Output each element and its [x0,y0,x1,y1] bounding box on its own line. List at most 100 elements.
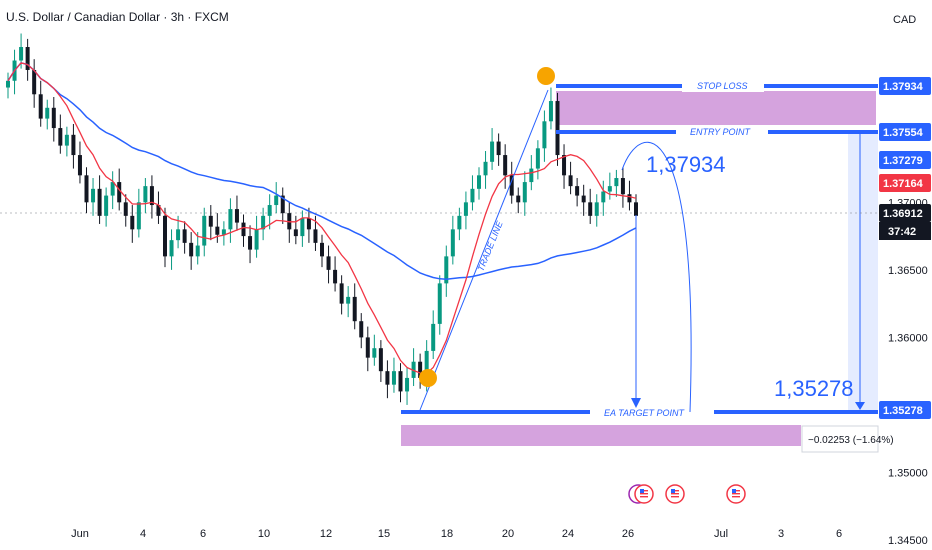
time-tick-label: Jun [71,528,89,540]
price-tag [879,174,931,192]
candle-body [378,348,383,372]
time-tick-label: 10 [258,528,270,540]
candle-body [588,202,593,216]
candle-body [516,195,521,203]
stop-loss-zone [556,91,876,125]
projection-curve [621,141,692,413]
candle-body [261,215,266,230]
candle-body [77,155,82,176]
candle-body [202,215,207,246]
measure-label: −0.02253 (−1.64%) [808,435,894,446]
candle-body [228,209,233,230]
candle-body [490,141,495,162]
price-tag-label: 1.37279 [883,155,923,167]
candle-body [51,107,56,129]
price-tag-label: 1.37164 [883,178,924,190]
candle-body [45,107,50,119]
price-tag-label: 1.36912 [883,208,923,220]
moving-average-fast [7,62,637,375]
candle-body [424,350,429,378]
candle-body [614,178,619,187]
candle-body [104,195,109,216]
candle-body [320,242,324,257]
candle-body [91,188,96,203]
countdown-tag [879,222,931,240]
candle-body [6,80,10,88]
candle-body [542,121,547,149]
price-tag [879,77,931,95]
candle-body [418,361,423,378]
entry-big-label: 1,37934 [646,152,726,177]
candle-body [535,148,540,169]
measure-arrow-head [855,402,865,410]
time-tick-label: 24 [562,528,574,540]
candle-body [64,134,69,146]
candle-body [450,229,455,257]
price-tick-label: 1.36000 [888,332,928,344]
candle-body [293,229,298,237]
candle-body [176,229,181,241]
candle-body [130,215,135,230]
candle-body [97,188,102,216]
candle-body [156,205,161,216]
candle-body [607,186,612,192]
symbol-title[interactable]: U.S. Dollar / Canadian Dollar · 3h · FXC… [6,10,229,24]
candle-body [437,283,442,324]
candle-body [189,242,194,257]
economic-events[interactable] [628,484,746,504]
candle-body [503,155,508,176]
candle-body [274,195,279,206]
candle-body [548,101,553,122]
time-axis[interactable]: Jun 4 6 10 12 15 18 20 24 26 Jul 3 6 [71,528,842,540]
candle-body [136,202,141,230]
candle-body [431,323,436,351]
candle-body [169,240,174,257]
trade-line [419,89,549,411]
candle-body [444,256,449,284]
candle-body [352,296,357,322]
time-tick-label: 6 [836,528,842,540]
measure-box [801,425,879,453]
time-tick-label: 3 [778,528,784,540]
candle-body [477,175,481,189]
candle-body [123,202,128,216]
candle-body [182,229,187,243]
countdown-label: 37:42 [888,226,916,238]
candle-body [359,321,364,338]
target-zone [401,425,801,446]
candle-body [25,47,30,70]
candle-body [581,195,586,203]
candle-body [163,215,167,257]
candle-body [372,348,377,358]
price-tag [879,151,931,169]
candle-body [38,94,43,119]
candle-body [594,202,599,216]
stop-loss-label: STOP LOSS [697,81,748,91]
currency-label[interactable]: CAD [893,14,917,26]
candle-body [117,182,122,203]
price-tick-label: 1.35000 [888,467,928,479]
candle-body [300,218,305,237]
target-big-label: 1,35278 [774,376,854,401]
candle-body [195,245,200,257]
candle-body [110,182,115,196]
candle-body [84,175,89,203]
candle-body [58,128,63,146]
candle-body [143,186,148,203]
price-tag-label: 1.35278 [883,405,923,417]
price-tag-label: 1.37554 [883,127,924,139]
candle-body [529,168,534,183]
candle-body [463,202,468,216]
candle-body [398,371,403,392]
candle-body [19,47,24,61]
candle-body [509,175,514,196]
time-tick-label: 4 [140,528,146,540]
price-tag [879,123,931,141]
candle-body [280,195,285,214]
candle-body [470,188,475,203]
time-tick-label: 20 [502,528,514,540]
candle-body [620,178,625,195]
time-tick-label: 15 [378,528,390,540]
candle-body [215,226,220,235]
